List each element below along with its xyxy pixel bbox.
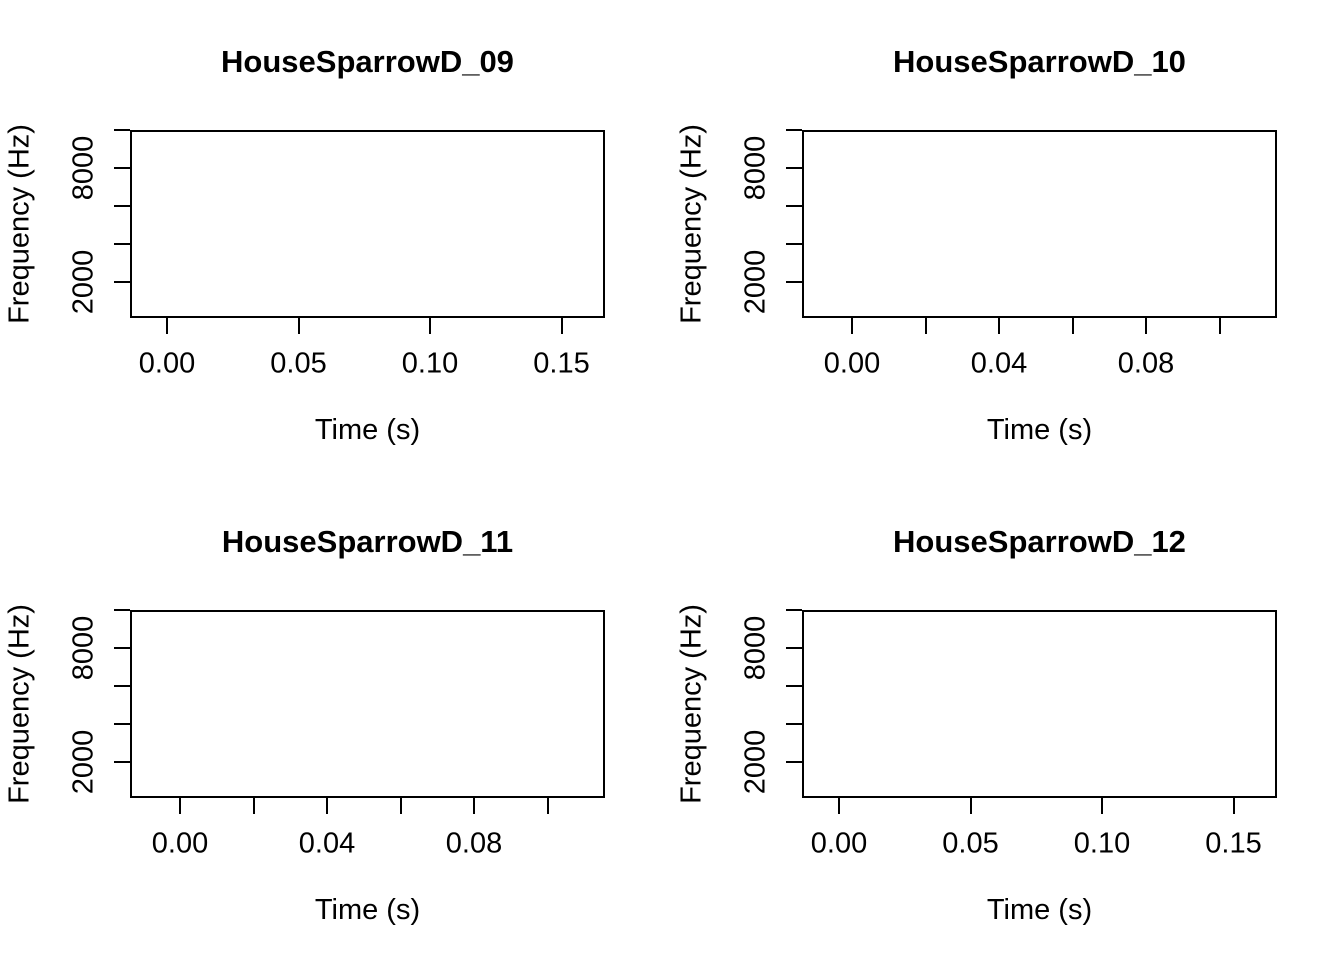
- x-tick-label: 0.10: [1073, 827, 1131, 860]
- x-axis-tick: [326, 798, 328, 814]
- y-axis-tick: [786, 205, 802, 207]
- x-tick-label: 0.08: [445, 827, 503, 860]
- panel-title: HouseSparrowD_09: [221, 44, 514, 79]
- x-tick-label: 0.04: [298, 827, 356, 860]
- y-axis-tick: [786, 281, 802, 283]
- y-tick-label: 8000: [739, 615, 772, 681]
- x-axis-label: Time (s): [986, 894, 1093, 926]
- y-axis-tick: [114, 243, 130, 245]
- x-tick-label: 0.00: [151, 827, 209, 860]
- y-axis-tick: [786, 685, 802, 687]
- y-axis-tick: [114, 609, 130, 611]
- y-tick-label: 2000: [67, 249, 100, 315]
- y-axis-tick: [114, 205, 130, 207]
- x-axis-tick: [1218, 318, 1221, 334]
- panel-title: HouseSparrowD_11: [221, 524, 514, 559]
- y-axis-tick: [114, 647, 130, 649]
- x-tick-label: 0.05: [942, 827, 999, 860]
- x-axis-tick: [297, 318, 300, 334]
- x-axis-tick: [166, 318, 168, 334]
- y-tick-label: 2000: [739, 249, 772, 315]
- x-axis-tick: [429, 318, 431, 334]
- y-axis-tick: [114, 129, 130, 131]
- x-tick-label: 0.15: [533, 347, 590, 380]
- x-tick-label: 0.10: [401, 347, 459, 380]
- y-axis-tick: [786, 243, 802, 245]
- plot-box: [130, 610, 605, 798]
- y-axis-tick: [786, 609, 802, 611]
- y-axis-tick: [786, 647, 802, 649]
- y-axis-tick: [786, 167, 802, 169]
- spectrogram-panel-10: HouseSparrowD_10 Frequency (Hz) Time (s)…: [672, 0, 1344, 480]
- x-axis-tick: [179, 798, 181, 814]
- y-axis-tick: [114, 281, 130, 283]
- y-axis-tick: [114, 167, 130, 169]
- x-axis-tick: [838, 798, 840, 814]
- y-tick-label: 2000: [739, 729, 772, 795]
- x-axis-label: Time (s): [314, 414, 421, 446]
- x-axis-tick: [473, 798, 475, 814]
- x-tick-label: 0.00: [823, 347, 881, 380]
- y-axis-label: Frequency (Hz): [3, 124, 36, 324]
- y-tick-label: 8000: [739, 135, 772, 201]
- y-axis-tick: [786, 723, 802, 725]
- y-axis-label: Frequency (Hz): [675, 604, 708, 804]
- plot-box: [802, 610, 1277, 798]
- plot-box: [130, 130, 605, 318]
- y-axis-tick: [114, 761, 130, 763]
- panel-title: HouseSparrowD_10: [893, 44, 1186, 79]
- y-axis-tick: [114, 723, 130, 725]
- x-axis-tick: [1101, 798, 1103, 814]
- x-axis-tick: [399, 798, 402, 814]
- x-tick-label: 0.05: [270, 347, 327, 380]
- spectrogram-panel-12: HouseSparrowD_12 Frequency (Hz) Time (s)…: [672, 480, 1344, 960]
- x-axis-tick: [969, 798, 972, 814]
- x-axis-tick: [924, 318, 927, 334]
- x-axis-tick: [252, 798, 255, 814]
- x-axis-tick: [560, 318, 563, 334]
- x-axis-tick: [851, 318, 853, 334]
- x-tick-label: 0.08: [1117, 347, 1175, 380]
- x-axis-tick: [1145, 318, 1147, 334]
- spectrogram-panel-11: HouseSparrowD_11 Frequency (Hz) Time (s)…: [0, 480, 672, 960]
- x-axis-label: Time (s): [314, 894, 421, 926]
- x-tick-label: 0.00: [138, 347, 196, 380]
- x-tick-label: 0.04: [970, 347, 1028, 380]
- x-axis-label: Time (s): [986, 414, 1093, 446]
- x-tick-label: 0.15: [1205, 827, 1262, 860]
- x-axis-tick: [998, 318, 1000, 334]
- y-axis-label: Frequency (Hz): [675, 124, 708, 324]
- y-axis-tick: [786, 761, 802, 763]
- panel-title: HouseSparrowD_12: [893, 524, 1186, 559]
- plot-box: [802, 130, 1277, 318]
- x-axis-tick: [1232, 798, 1235, 814]
- spectrogram-panel-09: HouseSparrowD_09 Frequency (Hz) Time (s)…: [0, 0, 672, 480]
- y-axis-label: Frequency (Hz): [3, 604, 36, 804]
- x-tick-label: 0.00: [810, 827, 868, 860]
- y-tick-label: 8000: [67, 135, 100, 201]
- x-axis-tick: [546, 798, 549, 814]
- y-tick-label: 8000: [67, 615, 100, 681]
- y-axis-tick: [786, 129, 802, 131]
- y-axis-tick: [114, 685, 130, 687]
- y-tick-label: 2000: [67, 729, 100, 795]
- x-axis-tick: [1071, 318, 1074, 334]
